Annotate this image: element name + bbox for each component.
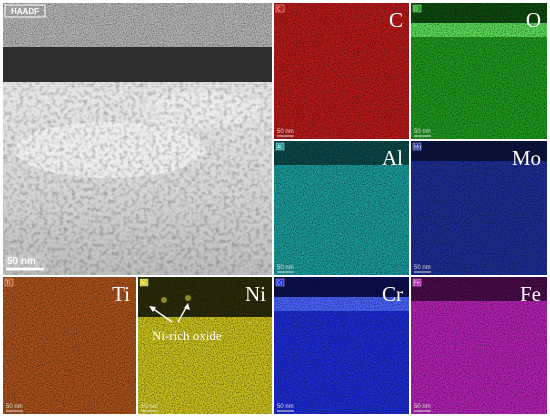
scale-bar-label: 50 nm [141, 404, 158, 410]
element-maps: C C 50 nm O O 50 nm Al Al 50 nm Mo Mo 50 nm Ti Ti 50 n… [3, 3, 547, 414]
map-tag-box [412, 278, 422, 287]
map-panel: Ti Ti 50 nm [3, 277, 136, 414]
map-noise [411, 141, 547, 275]
map-panel: Cr Cr 50 nm [274, 277, 409, 414]
map-panel: Mo Mo 50 nm [411, 141, 547, 275]
map-panel: Ni Ni 50 nm [138, 277, 272, 414]
map-tag-box [412, 142, 422, 151]
scale-bar-label: 50 nm [7, 256, 36, 267]
element-label: Ni [245, 282, 266, 306]
annotation: Ni-rich oxide [152, 328, 222, 343]
element-label: Ti [112, 282, 130, 306]
map-tag-box [4, 278, 14, 287]
map-noise [274, 3, 409, 139]
map-tag: Ni [141, 281, 146, 287]
map-tag: O [414, 7, 418, 13]
element-label: Mo [512, 146, 541, 170]
map-panel: Fe Fe 50 nm [411, 277, 547, 414]
element-label: Al [382, 146, 403, 170]
map-noise [138, 277, 272, 414]
scale-bar-label: 50 nm [414, 404, 431, 410]
map-panel: Al Al 50 nm [274, 141, 409, 275]
map-tag: C [277, 7, 281, 13]
map-tag: Mo [414, 145, 421, 151]
map-tag: Al [277, 145, 281, 151]
map-noise [3, 277, 136, 414]
map-panel: C C 50 nm [274, 3, 409, 139]
element-label: O [526, 8, 541, 32]
map-noise [274, 141, 409, 275]
map-tag-box [275, 278, 285, 287]
map-tag: Cr [277, 281, 283, 287]
element-label: Fe [520, 282, 541, 306]
scale-bar-label: 50 nm [6, 404, 23, 410]
map-tag-box [275, 142, 285, 151]
map-noise [411, 3, 547, 139]
ni-annotation: Ni-rich oxide [149, 295, 222, 343]
map-noise [411, 277, 547, 414]
map-tag: Ti [6, 281, 10, 287]
map-noise [274, 277, 409, 414]
scale-bar-label: 50 nm [277, 404, 294, 410]
haadf-label: HAADF [11, 7, 39, 16]
element-label: C [389, 8, 403, 32]
map-tag-box [275, 4, 285, 13]
scale-bar-label: 50 nm [414, 265, 431, 271]
map-tag: Fe [414, 281, 420, 287]
scale-bar-label: 50 nm [414, 129, 431, 135]
haadf-panel: HAADF 50 nm [3, 3, 272, 275]
scale-bar-label: 50 nm [277, 265, 294, 271]
element-label: Cr [382, 282, 403, 306]
map-panel: O O 50 nm [411, 3, 547, 139]
scale-bar-label: 50 nm [277, 129, 294, 135]
map-tag-box [412, 4, 422, 13]
map-tag-box [139, 278, 149, 287]
